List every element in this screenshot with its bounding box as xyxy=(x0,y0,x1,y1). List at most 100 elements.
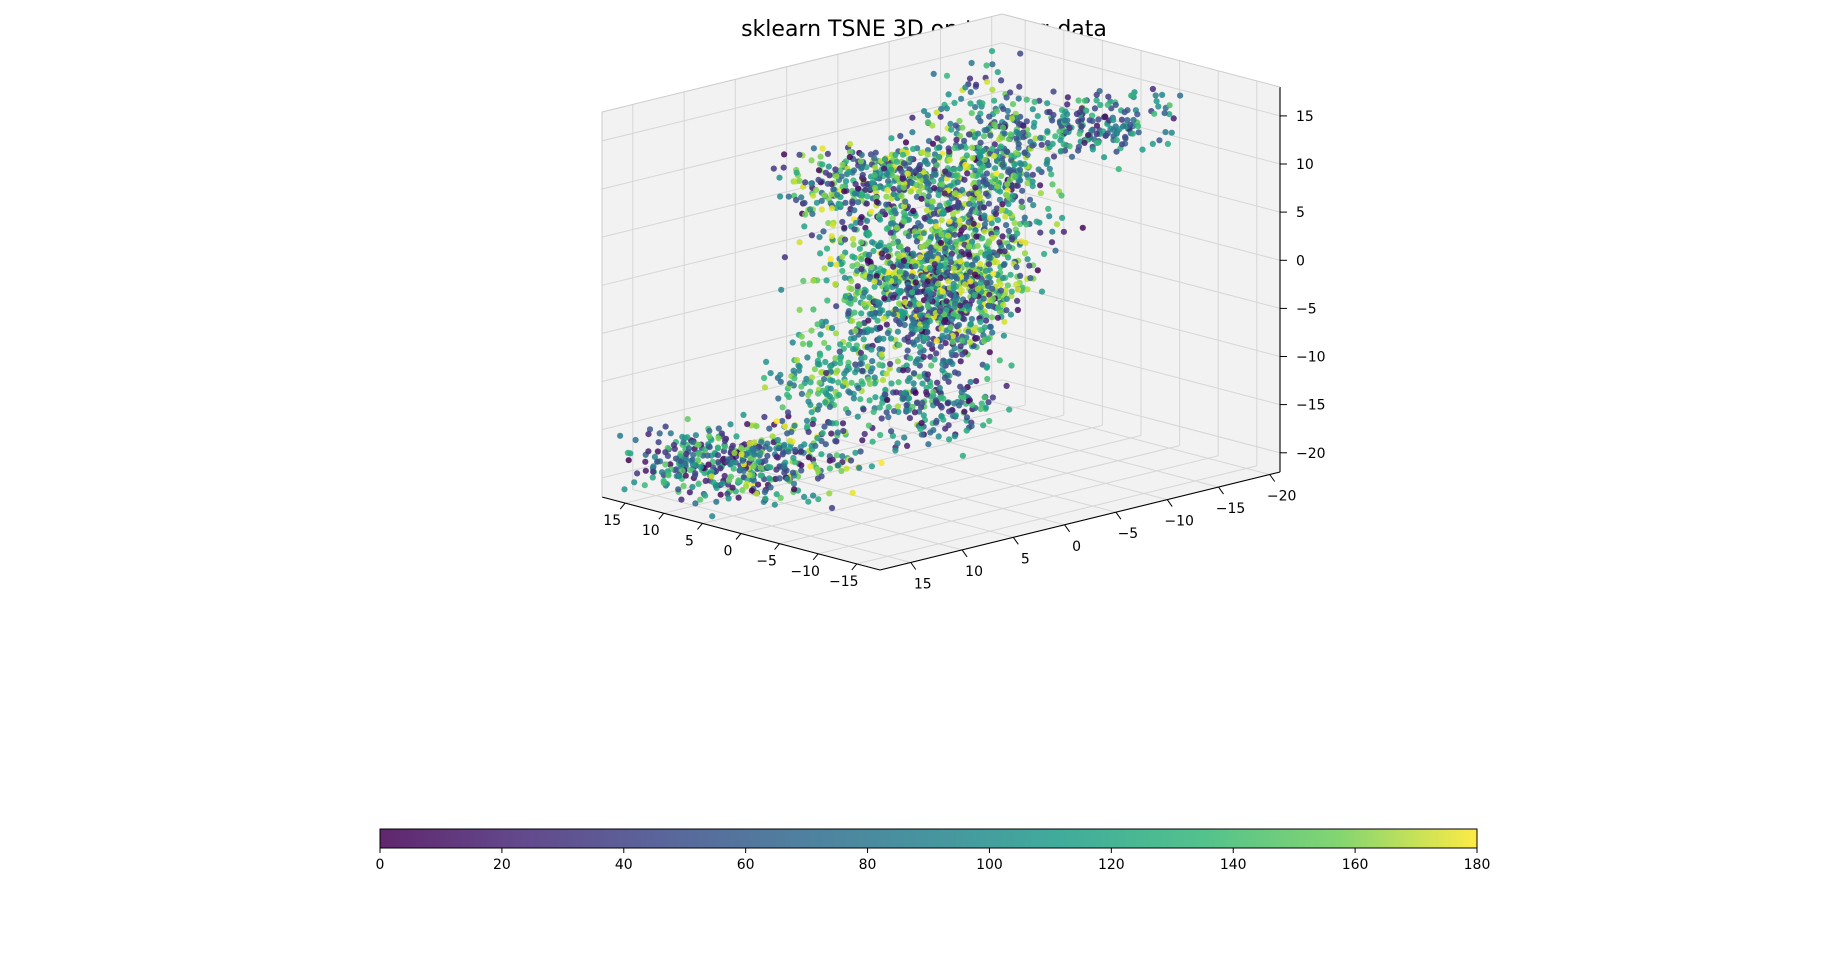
scatter-point xyxy=(826,419,833,426)
scatter-point xyxy=(805,428,812,435)
scatter-point xyxy=(821,376,828,383)
scatter-point xyxy=(919,380,926,387)
scatter-point xyxy=(940,210,947,217)
scatter-point xyxy=(874,299,882,306)
scatter-point xyxy=(1112,101,1119,108)
scatter-point xyxy=(1001,130,1008,137)
scatter-point xyxy=(907,155,914,162)
scatter-point xyxy=(1005,254,1012,261)
scatter-point xyxy=(832,166,839,173)
scatter-point xyxy=(763,358,770,365)
y-tick-label: 10 xyxy=(965,564,983,580)
scatter-point xyxy=(837,261,845,268)
scatter-point xyxy=(845,310,852,317)
scatter-point xyxy=(822,358,829,366)
scatter-point xyxy=(889,215,896,222)
scatter-point xyxy=(869,358,876,365)
scatter-point xyxy=(776,174,783,181)
y-tick-label: −15 xyxy=(1216,501,1246,517)
scatter-point xyxy=(808,374,816,381)
scatter-point xyxy=(717,465,724,472)
scatter-point xyxy=(944,232,952,239)
scatter-point xyxy=(921,214,928,222)
scatter-point xyxy=(1060,228,1067,235)
scatter-point xyxy=(749,446,756,453)
scatter-point xyxy=(864,193,871,200)
scatter-point xyxy=(943,105,951,112)
scatter-point xyxy=(1002,213,1009,220)
scatter-point xyxy=(1168,129,1175,136)
scatter-point xyxy=(937,274,944,282)
scatter-point xyxy=(1037,182,1044,189)
scatter-point xyxy=(621,486,628,493)
scatter-point xyxy=(966,200,973,207)
scatter-point xyxy=(842,199,849,206)
scatter-point xyxy=(880,315,887,322)
scatter-point xyxy=(956,117,963,125)
scatter-point xyxy=(952,238,960,245)
scatter-point xyxy=(651,453,659,460)
scatter-point xyxy=(814,435,821,442)
scatter-point xyxy=(963,261,971,268)
scatter-point xyxy=(870,408,877,415)
scatter-point xyxy=(721,443,729,450)
scatter-point xyxy=(1059,214,1066,221)
scatter-point xyxy=(951,231,958,238)
scatter-point xyxy=(1016,83,1023,90)
scatter-point xyxy=(690,451,697,458)
scatter-point xyxy=(764,452,771,459)
scatter-point xyxy=(986,349,993,356)
scatter-point xyxy=(939,288,946,295)
scatter-point xyxy=(709,513,716,520)
scatter-point xyxy=(901,434,908,441)
scatter-point xyxy=(1120,123,1127,130)
scatter-point xyxy=(1121,109,1128,116)
scatter-point xyxy=(949,338,956,345)
scatter-point xyxy=(786,380,794,387)
scatter-point xyxy=(851,207,858,214)
y-tick-label: 0 xyxy=(1072,539,1081,555)
y-tick-mark xyxy=(1115,511,1122,520)
scatter-point xyxy=(856,464,863,471)
scatter-point xyxy=(680,439,687,446)
scatter-point xyxy=(934,280,942,287)
scatter-point xyxy=(650,468,657,475)
scatter-point xyxy=(845,341,853,348)
grid-line-z xyxy=(1001,234,1281,309)
scatter-point xyxy=(969,261,976,268)
x-tick-label: −10 xyxy=(790,564,820,580)
scatter-point xyxy=(854,413,861,420)
scatter-point xyxy=(715,425,722,432)
scatter-point xyxy=(1081,97,1089,104)
scatter-point xyxy=(1078,123,1085,130)
scatter-point xyxy=(766,446,773,453)
scatter-point xyxy=(796,177,803,184)
scatter-point xyxy=(963,273,970,280)
scatter-point xyxy=(927,234,935,241)
scatter-point xyxy=(705,461,712,468)
scatter-point xyxy=(917,312,924,319)
x-tick-mark xyxy=(658,512,665,520)
scatter-point xyxy=(815,167,823,174)
scatter-point xyxy=(875,336,882,344)
scatter-point xyxy=(753,423,760,430)
scatter-point xyxy=(942,245,949,252)
z-tick-label: 0 xyxy=(1296,253,1305,269)
scatter-point xyxy=(904,377,912,385)
scatter-point xyxy=(784,475,791,483)
scatter-point xyxy=(924,329,931,336)
scatter-point xyxy=(850,346,857,353)
scatter-point xyxy=(826,393,834,400)
scatter-point xyxy=(1032,135,1039,142)
scatter-point xyxy=(1022,239,1029,246)
scatter-point xyxy=(1013,281,1020,288)
scatter-point xyxy=(1049,181,1056,188)
scatter-point xyxy=(692,461,699,469)
scatter-point xyxy=(750,463,757,470)
scatter-point xyxy=(679,467,686,474)
scatter-point xyxy=(848,379,855,386)
scatter-point xyxy=(841,379,849,386)
scatter-point xyxy=(977,304,984,311)
scatter-point xyxy=(714,452,722,459)
scatter-point xyxy=(930,277,937,284)
